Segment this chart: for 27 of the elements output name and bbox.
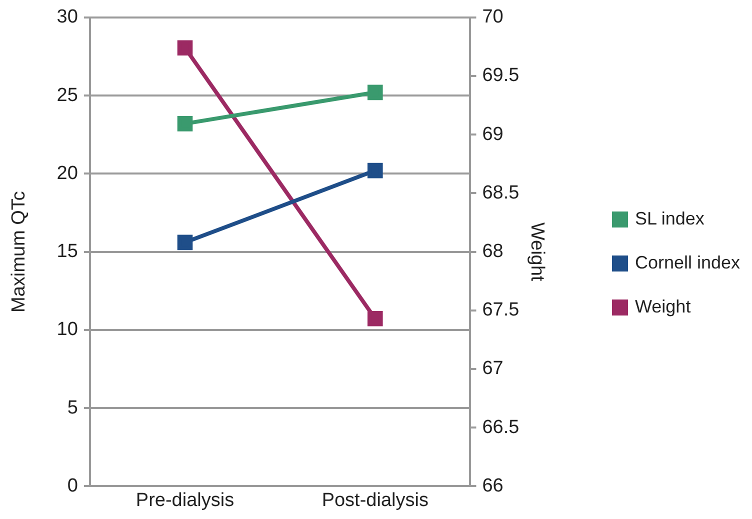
y2-tick-label: 70 [482, 6, 504, 28]
y2-tick-label: 69.5 [482, 65, 520, 86]
x-tick-label: Post-dialysis [322, 490, 428, 511]
y-tick-label: 5 [67, 397, 78, 418]
y2-tick-label: 67.5 [482, 300, 520, 321]
y2-axis-title: Weight [526, 222, 548, 282]
legend-label: Cornell index [635, 252, 740, 272]
legend-label: SL index [635, 208, 704, 228]
y2-tick-label: 67 [482, 358, 504, 380]
y-tick-label: 20 [56, 162, 78, 184]
point [177, 116, 193, 132]
y-tick-label: 15 [56, 241, 78, 262]
y2-tick-label: 68.5 [482, 182, 520, 204]
x-tick-label: Pre-dialysis [136, 490, 234, 511]
y-tick-label: 10 [56, 319, 78, 340]
point [367, 162, 383, 178]
y-tick-label: 0 [67, 475, 78, 496]
y2-tick-label: 66 [482, 475, 504, 496]
legend-label: Weight [635, 296, 691, 316]
y2-tick-label: 69 [482, 124, 504, 145]
y2-tick-label: 68 [482, 241, 504, 262]
y-tick-label: 25 [56, 84, 78, 106]
y-axis-title: Maximum QTc [8, 191, 30, 313]
point [177, 234, 193, 250]
point [367, 84, 383, 100]
y-tick-label: 30 [56, 6, 78, 28]
y2-tick-label: 66.5 [482, 416, 520, 438]
